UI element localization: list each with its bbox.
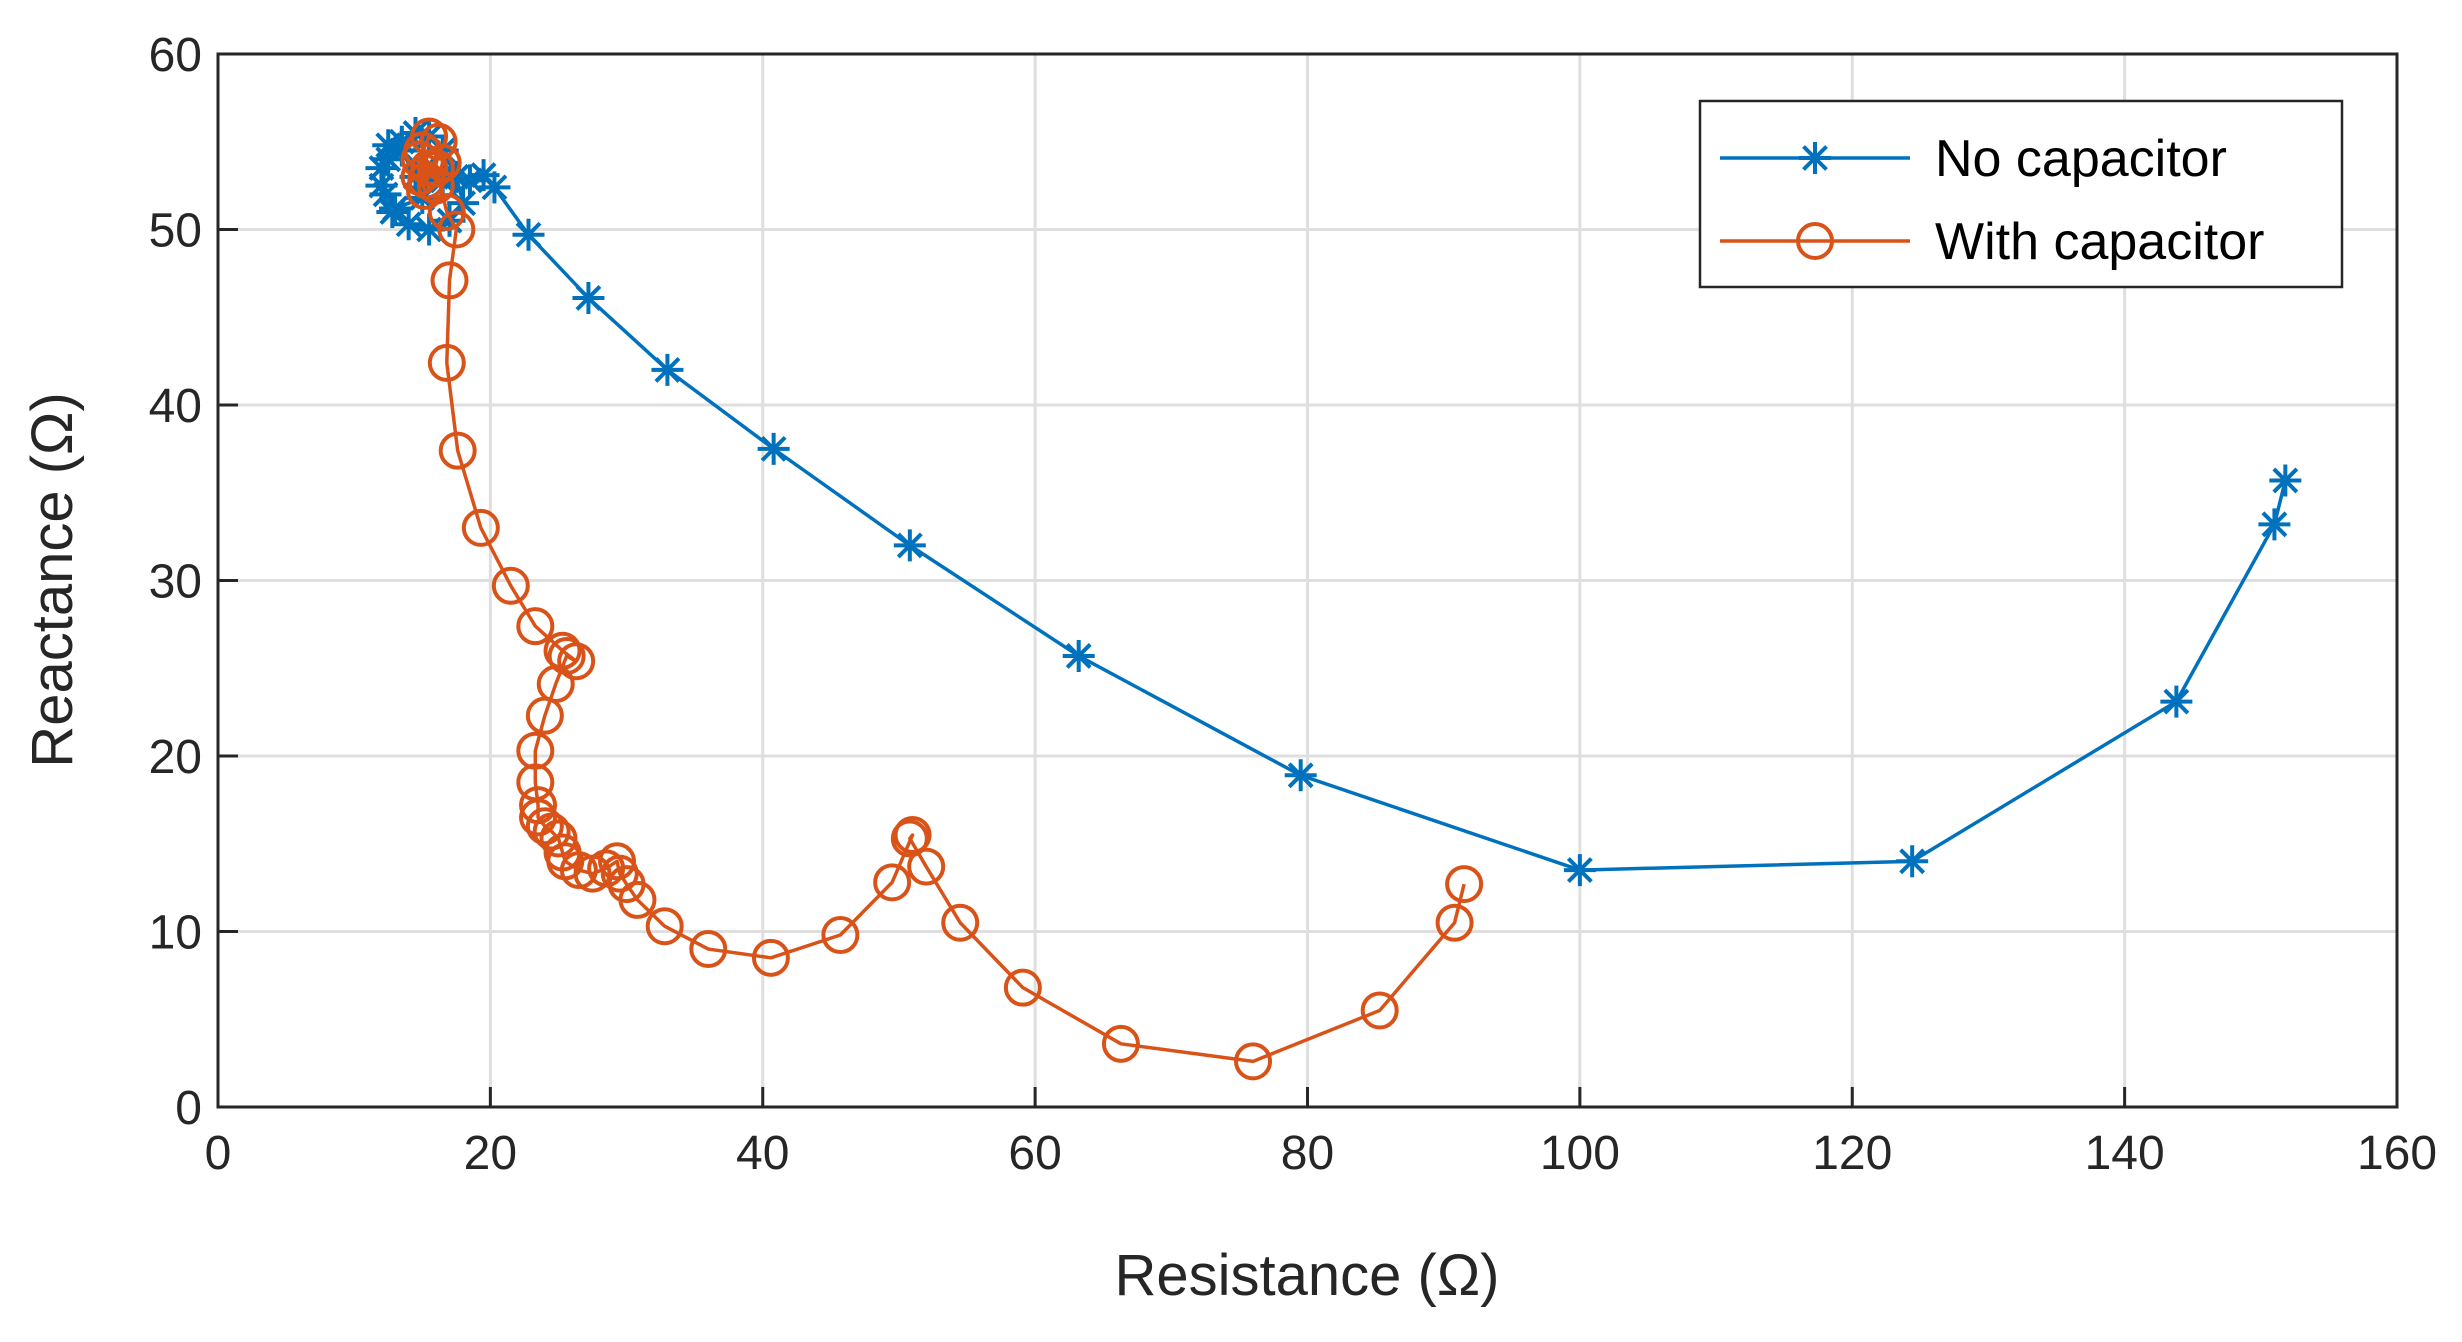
- legend-entry-no-capacitor: [1720, 142, 1910, 174]
- data-point-with-capacitor: [1360, 991, 1399, 1030]
- data-point-with-capacitor: [438, 431, 477, 470]
- y-tick-label: 20: [149, 731, 202, 784]
- series-with-capacitor: [400, 117, 1484, 1081]
- data-point-with-capacitor: [407, 161, 446, 200]
- x-tick-label: 80: [1281, 1127, 1334, 1180]
- data-point-no-capacitor: [392, 208, 425, 241]
- legend-marker-with-capacitor: [1796, 222, 1834, 260]
- data-point-no-capacitor: [379, 192, 412, 225]
- x-tick-label: 60: [1008, 1127, 1061, 1180]
- data-point-no-capacitor: [413, 213, 446, 246]
- data-point-with-capacitor: [751, 938, 790, 977]
- data-point-with-capacitor: [559, 851, 598, 890]
- x-tick-label: 0: [205, 1127, 232, 1180]
- data-point-with-capacitor: [491, 566, 530, 605]
- data-point-with-capacitor: [821, 916, 860, 955]
- data-point-no-capacitor: [478, 171, 511, 204]
- data-point-with-capacitor: [427, 192, 466, 231]
- data-point-no-capacitor: [467, 159, 500, 192]
- data-point-no-capacitor: [365, 169, 398, 202]
- data-point-with-capacitor: [516, 731, 555, 770]
- legend-label-no-capacitor: No capacitor: [1935, 130, 2227, 188]
- data-point-no-capacitor: [651, 353, 684, 386]
- data-point-no-capacitor: [372, 143, 405, 176]
- data-point-no-capacitor: [1284, 759, 1317, 792]
- y-axis-label: Reactance (Ω): [20, 392, 85, 767]
- x-tick-label: 40: [736, 1127, 789, 1180]
- data-point-no-capacitor: [2160, 685, 2193, 718]
- legend-label-with-capacitor: With capacitor: [1935, 213, 2264, 271]
- y-tick-label: 0: [175, 1082, 202, 1135]
- data-point-with-capacitor: [461, 508, 500, 547]
- y-tick-label: 10: [149, 907, 202, 960]
- data-point-no-capacitor: [757, 432, 790, 465]
- data-point-with-capacitor: [1003, 968, 1042, 1007]
- data-point-with-capacitor: [907, 847, 946, 886]
- y-tick-label: 50: [149, 205, 202, 258]
- data-point-with-capacitor: [618, 880, 657, 919]
- x-tick-label: 160: [2357, 1127, 2437, 1180]
- data-point-no-capacitor: [512, 218, 545, 251]
- data-point-with-capacitor: [689, 930, 728, 969]
- data-point-no-capacitor: [433, 204, 466, 237]
- data-point-no-capacitor: [1062, 639, 1095, 672]
- data-point-no-capacitor: [893, 529, 926, 562]
- data-point-no-capacitor: [385, 125, 418, 158]
- data-point-no-capacitor: [572, 281, 605, 314]
- ticks: 0 20 40 60 80 100 120 140 160 0 10 20 30 40 50 60: [149, 29, 2437, 1180]
- x-tick-label: 140: [2085, 1127, 2165, 1180]
- data-point-no-capacitor: [2269, 464, 2302, 497]
- data-point-with-capacitor: [1445, 865, 1484, 904]
- legend: No capacitor With capacitor: [1698, 99, 2344, 289]
- y-tick-label: 30: [149, 556, 202, 609]
- y-tick-label: 60: [149, 29, 202, 82]
- legend-entry-with-capacitor: [1720, 222, 1910, 260]
- data-point-with-capacitor: [1435, 903, 1474, 942]
- data-point-with-capacitor: [1101, 1024, 1140, 1063]
- data-point-no-capacitor: [1896, 845, 1929, 878]
- data-point-with-capacitor: [516, 607, 555, 646]
- data-point-with-capacitor: [519, 798, 558, 837]
- series-no-capacitor: [365, 116, 2302, 887]
- data-point-with-capacitor: [525, 696, 564, 735]
- series-layer: [365, 116, 2302, 1081]
- data-point-with-capacitor: [645, 907, 684, 946]
- data-point-with-capacitor: [427, 343, 466, 382]
- data-point-with-capacitor: [873, 863, 912, 902]
- data-point-with-capacitor: [600, 854, 639, 893]
- data-point-no-capacitor: [369, 178, 402, 211]
- data-point-no-capacitor: [2258, 508, 2291, 541]
- data-point-with-capacitor: [416, 149, 455, 188]
- x-axis-label: Resistance (Ω): [1114, 1243, 1499, 1308]
- data-point-with-capacitor: [941, 903, 980, 942]
- data-point-no-capacitor: [1563, 854, 1596, 887]
- data-point-with-capacitor: [437, 210, 476, 249]
- legend-marker-no-capacitor: [1799, 142, 1831, 174]
- data-point-with-capacitor: [893, 815, 932, 854]
- data-point-with-capacitor: [525, 807, 564, 846]
- data-point-with-capacitor: [1234, 1042, 1273, 1081]
- x-tick-label: 100: [1540, 1127, 1620, 1180]
- data-point-no-capacitor: [453, 164, 486, 197]
- x-tick-label: 20: [464, 1127, 517, 1180]
- data-point-no-capacitor: [440, 160, 473, 193]
- data-point-with-capacitor: [430, 261, 469, 300]
- y-tick-label: 40: [149, 380, 202, 433]
- data-point-with-capacitor: [890, 819, 929, 858]
- x-tick-label: 120: [1812, 1127, 1892, 1180]
- data-point-with-capacitor: [539, 819, 578, 858]
